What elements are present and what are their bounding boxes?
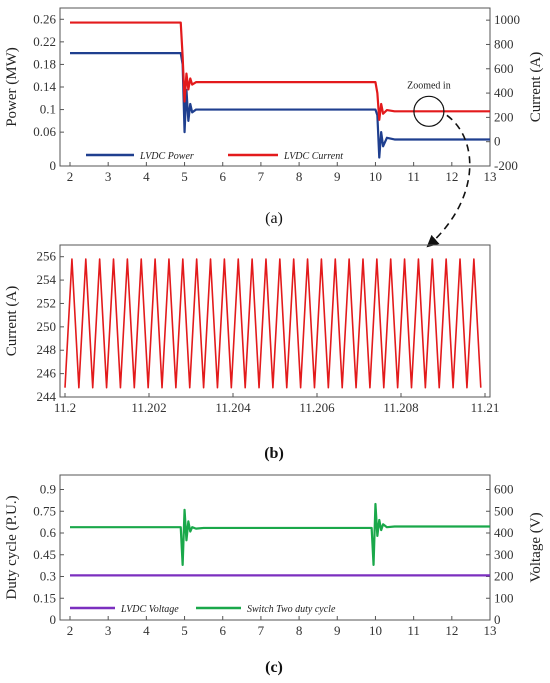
x-tick-label: 13 [484, 623, 497, 638]
y2-axis-label: Voltage (V) [528, 512, 544, 582]
x-tick-label: 11.2 [54, 400, 76, 415]
y-tick-label: 0.18 [33, 56, 56, 71]
x-tick-label: 6 [219, 623, 226, 638]
x-tick-label: 5 [181, 623, 188, 638]
x-tick-label: 12 [445, 169, 458, 184]
series-line-duty-cycle [70, 502, 490, 566]
x-tick-label: 5 [181, 169, 188, 184]
x-tick-label: 7 [258, 169, 265, 184]
legend-entry: LVDC Power [139, 151, 194, 162]
x-tick-label: 11.21 [471, 400, 500, 415]
legend-entry: LVDC Current [283, 151, 343, 162]
x-tick-label: 10 [369, 169, 382, 184]
y2-tick-label: 800 [494, 36, 514, 51]
x-tick-label: 11.204 [215, 400, 251, 415]
x-tick-label: 11.202 [131, 400, 166, 415]
y2-tick-label: 400 [494, 85, 514, 100]
x-tick-label: 10 [369, 623, 382, 638]
y-tick-label: 256 [37, 249, 57, 264]
y-axis-label: Duty cycle (P.U.) [4, 495, 20, 599]
y-tick-label: 0.45 [33, 547, 56, 562]
y2-tick-label: 1000 [494, 12, 520, 27]
y-tick-label: 244 [37, 389, 57, 404]
chart-b-frame [59, 244, 491, 398]
x-tick-label: 2 [67, 169, 74, 184]
y-tick-label: 0.3 [40, 569, 56, 584]
y2-tick-label: -200 [494, 158, 518, 173]
y-tick-label: 0.1 [40, 102, 56, 117]
y-tick-label: 0.15 [33, 590, 56, 605]
y-tick-label: 246 [37, 366, 57, 381]
y-tick-label: 254 [37, 272, 57, 287]
y-tick-label: 0.06 [33, 124, 56, 139]
y-tick-label: 0.26 [33, 11, 56, 26]
x-tick-label: 12 [445, 623, 458, 638]
y2-tick-label: 0 [494, 134, 501, 149]
x-tick-label: 7 [258, 623, 265, 638]
x-tick-label: 3 [105, 623, 112, 638]
panel-label: (b) [264, 445, 284, 462]
x-tick-label: 4 [143, 169, 150, 184]
x-tick-label: 13 [484, 169, 497, 184]
x-tick-label: 11 [407, 169, 420, 184]
x-tick-label: 2 [67, 623, 74, 638]
zoom-annotation: Zoomed in [407, 80, 451, 91]
x-tick-label: 11 [407, 623, 420, 638]
x-tick-label: 4 [143, 623, 150, 638]
y-tick-label: 0.75 [33, 503, 56, 518]
y2-tick-label: 600 [494, 482, 514, 497]
x-tick-label: 8 [296, 169, 303, 184]
legend-entry: Switch Two duty cycle [247, 604, 336, 615]
y2-tick-label: 500 [494, 503, 514, 518]
y-tick-label: 0 [50, 612, 57, 627]
y-tick-label: 250 [37, 319, 57, 334]
x-tick-label: 11.208 [383, 400, 418, 415]
y-tick-label: 0.14 [33, 79, 56, 94]
y2-tick-label: 100 [494, 590, 514, 605]
zoom-circle [413, 95, 445, 127]
y2-tick-label: 600 [494, 61, 514, 76]
x-tick-label: 3 [105, 169, 112, 184]
y-tick-label: 0.22 [33, 34, 56, 49]
series-line-lvdc-current [70, 21, 490, 121]
panel-label: (c) [265, 659, 283, 676]
y2-tick-label: 300 [494, 547, 514, 562]
zoom-arrow [426, 114, 471, 248]
y-tick-label: 248 [37, 342, 57, 357]
x-tick-label: 9 [334, 169, 341, 184]
legend-entry: LVDC Voltage [120, 604, 179, 615]
y2-tick-label: 200 [494, 109, 514, 124]
y2-tick-label: 400 [494, 525, 514, 540]
series-line-lvdc-power [70, 52, 490, 159]
x-tick-label: 6 [219, 169, 226, 184]
x-tick-label: 11.206 [299, 400, 335, 415]
y-axis-label: Power (MW) [4, 47, 20, 127]
y2-tick-label: 200 [494, 569, 514, 584]
y-axis-label: Current (A) [4, 286, 20, 356]
panel-label: (a) [265, 210, 283, 227]
x-tick-label: 8 [296, 623, 303, 638]
x-tick-label: 9 [334, 623, 341, 638]
chart-c-frame [59, 474, 491, 621]
y-tick-label: 0.6 [40, 525, 57, 540]
y-tick-label: 0 [50, 158, 57, 173]
series-line-current-zoom [64, 258, 482, 389]
y-tick-label: 252 [37, 295, 57, 310]
y2-tick-label: 0 [494, 612, 501, 627]
y-tick-label: 0.9 [40, 482, 56, 497]
y2-axis-label: Current (A) [528, 52, 544, 122]
